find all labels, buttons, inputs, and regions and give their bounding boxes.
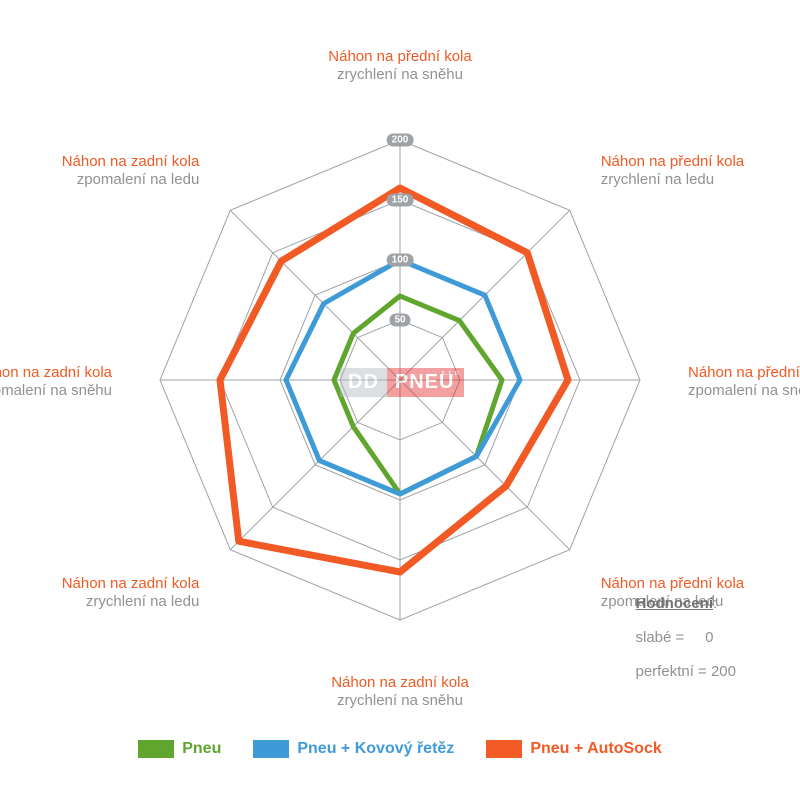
rating-line1: slabé = 0 (636, 629, 714, 646)
rating-header: Hodnocení (636, 595, 714, 612)
rating-legend: Hodnocení: slabé = 0 perfektní = 200 (627, 578, 736, 680)
legend-label: Pneu + Kovový řetěz (297, 740, 454, 758)
radar-chart (0, 0, 800, 800)
legend: Pneu Pneu + Kovový řetěz Pneu + AutoSock (0, 740, 800, 758)
legend-item: Pneu + AutoSock (486, 740, 661, 758)
legend-item: Pneu (138, 740, 221, 758)
legend-item: Pneu + Kovový řetěz (253, 740, 454, 758)
legend-swatch (253, 740, 289, 758)
legend-label: Pneu + AutoSock (530, 740, 661, 758)
legend-label: Pneu (182, 740, 221, 758)
legend-swatch (486, 740, 522, 758)
legend-swatch (138, 740, 174, 758)
rating-line2: perfektní = 200 (636, 663, 737, 680)
